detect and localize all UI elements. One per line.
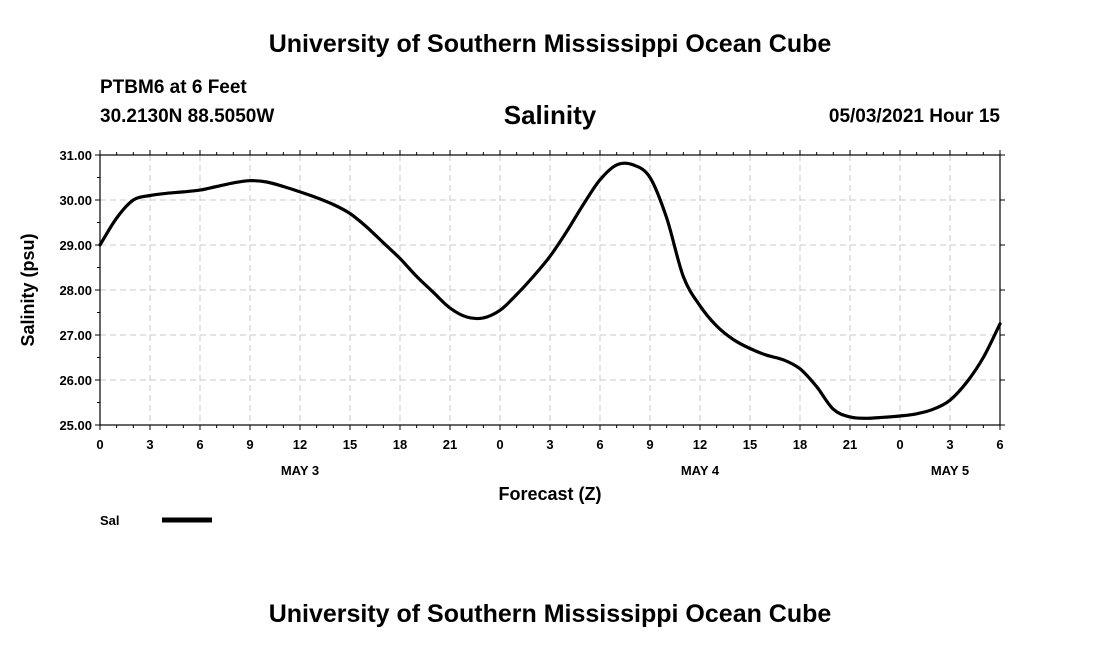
x-tick-label: 15 xyxy=(743,437,757,452)
day-label: MAY 5 xyxy=(931,463,969,478)
y-tick-label: 25.00 xyxy=(59,418,92,433)
x-tick-label: 0 xyxy=(496,437,503,452)
x-tick-label: 6 xyxy=(196,437,203,452)
x-tick-label: 3 xyxy=(546,437,553,452)
x-tick-label: 12 xyxy=(293,437,307,452)
footer-title: University of Southern Mississippi Ocean… xyxy=(268,600,832,628)
x-tick-label: 3 xyxy=(946,437,953,452)
axis-ticks xyxy=(95,150,1005,430)
salinity-series-line xyxy=(98,161,1002,420)
x-tick-label: 12 xyxy=(693,437,707,452)
x-axis-label: Forecast (Z) xyxy=(498,484,601,504)
x-tick-label: 6 xyxy=(996,437,1003,452)
x-tick-label: 18 xyxy=(793,437,807,452)
y-tick-label: 28.00 xyxy=(59,283,92,298)
legend-label: Sal xyxy=(100,513,120,528)
y-tick-label: 27.00 xyxy=(59,328,92,343)
chart-title: Salinity xyxy=(503,100,597,130)
x-tick-label: 6 xyxy=(596,437,603,452)
y-axis-label: Salinity (psu) xyxy=(18,233,38,346)
x-tick-label: 0 xyxy=(896,437,903,452)
x-tick-label: 9 xyxy=(246,437,253,452)
x-tick-label: 21 xyxy=(443,437,457,452)
y-tick-label: 30.00 xyxy=(59,193,92,208)
forecast-timestamp: 05/03/2021 Hour 15 xyxy=(828,106,1000,127)
x-tick-label: 3 xyxy=(146,437,153,452)
x-tick-label: 21 xyxy=(843,437,857,452)
x-tick-label: 18 xyxy=(393,437,407,452)
x-tick-label: 9 xyxy=(646,437,653,452)
y-tick-label: 26.00 xyxy=(59,373,92,388)
y-tick-label: 29.00 xyxy=(59,238,92,253)
grid-lines xyxy=(100,154,1000,426)
day-label: MAY 3 xyxy=(281,463,319,478)
station-label: PTBM6 at 6 Feet xyxy=(100,77,247,98)
y-tick-label: 31.00 xyxy=(59,148,92,163)
page-title: University of Southern Mississippi Ocean… xyxy=(268,30,832,58)
x-tick-label: 15 xyxy=(343,437,357,452)
day-label: MAY 4 xyxy=(681,463,720,478)
station-coordinates: 30.2130N 88.5050W xyxy=(100,106,275,127)
x-tick-label: 0 xyxy=(96,437,103,452)
tick-labels: 25.00 26.00 27.00 28.00 29.00 30.00 31.00 0 3 6 9 1… xyxy=(59,148,1003,478)
